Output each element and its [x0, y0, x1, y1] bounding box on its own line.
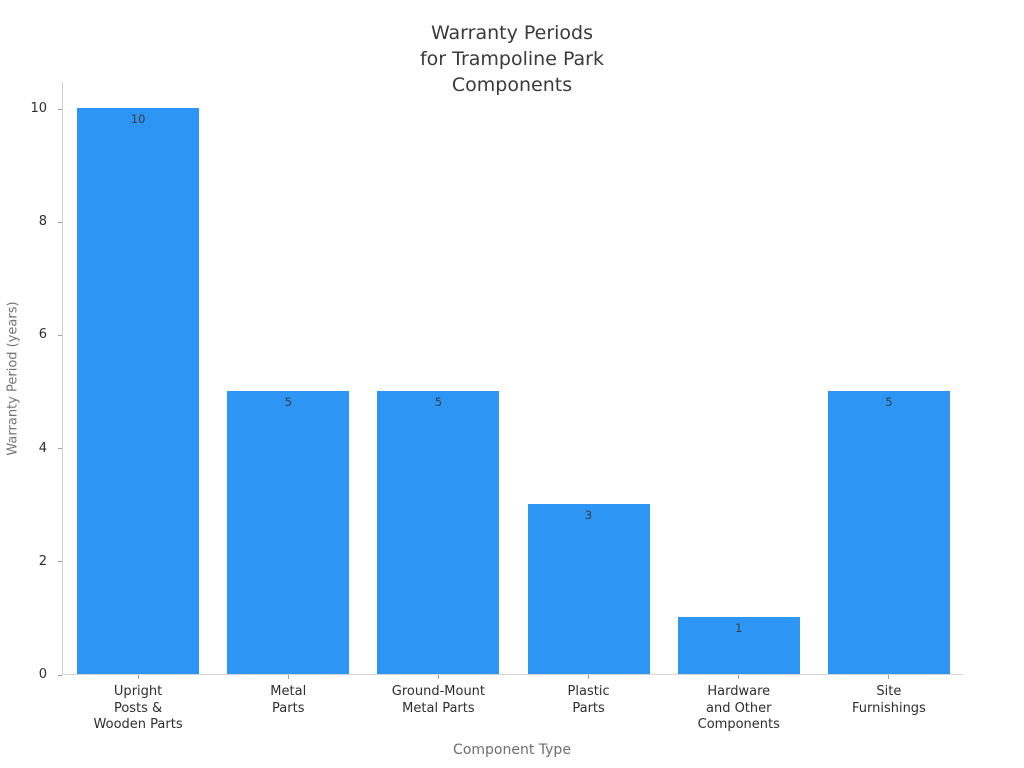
y-tick-label: 2 [38, 553, 47, 569]
bar-1 [227, 391, 350, 674]
x-tick-label: Plastic Parts [567, 684, 610, 716]
bar-4 [677, 617, 800, 674]
y-tick-mark [58, 448, 62, 450]
x-tick-label: Hardware and Other Components [697, 684, 780, 732]
x-tick-label: Metal Parts [270, 684, 307, 716]
bar-value-label: 5 [885, 395, 893, 409]
y-tick-label: 10 [30, 101, 47, 116]
y-tick-label: 8 [38, 214, 47, 230]
y-tick-mark [58, 108, 62, 110]
x-tick-mark [738, 675, 740, 679]
y-tick-mark [58, 221, 62, 223]
x-tick-mark [437, 675, 439, 679]
bar-5 [827, 391, 950, 674]
y-tick-mark [58, 674, 62, 676]
y-tick-label: 6 [38, 327, 47, 343]
bar-0 [77, 108, 200, 674]
x-tick-label: Ground-Mount Metal Parts [391, 684, 486, 716]
x-tick-mark [287, 675, 289, 679]
x-tick-mark [588, 675, 590, 679]
x-tick-mark [888, 675, 890, 679]
bar-3 [527, 504, 650, 674]
bar-2 [377, 391, 500, 674]
plot-area: 0 2 4 6 8 10 10 Upright Posts & Wooden Parts 5 Me… [30, 82, 963, 732]
bar-value-label: 3 [584, 508, 593, 523]
y-tick-mark [58, 561, 62, 563]
x-axis-label: Component Type [453, 742, 571, 758]
x-tick-label: Site Furnishings [851, 684, 926, 716]
chart-title: Warranty Periods for Trampoline Park Com… [419, 22, 605, 96]
x-tick-mark [137, 675, 139, 679]
bar-value-label: 5 [284, 395, 292, 409]
y-tick-label: 0 [38, 667, 47, 682]
bar-value-label: 10 [130, 112, 146, 126]
y-tick-mark [58, 334, 62, 336]
bar-value-label: 5 [434, 395, 443, 409]
x-tick-label: Upright Posts & Wooden Parts [93, 684, 183, 732]
y-tick-label: 4 [38, 440, 47, 456]
bar-value-label: 1 [735, 621, 743, 636]
